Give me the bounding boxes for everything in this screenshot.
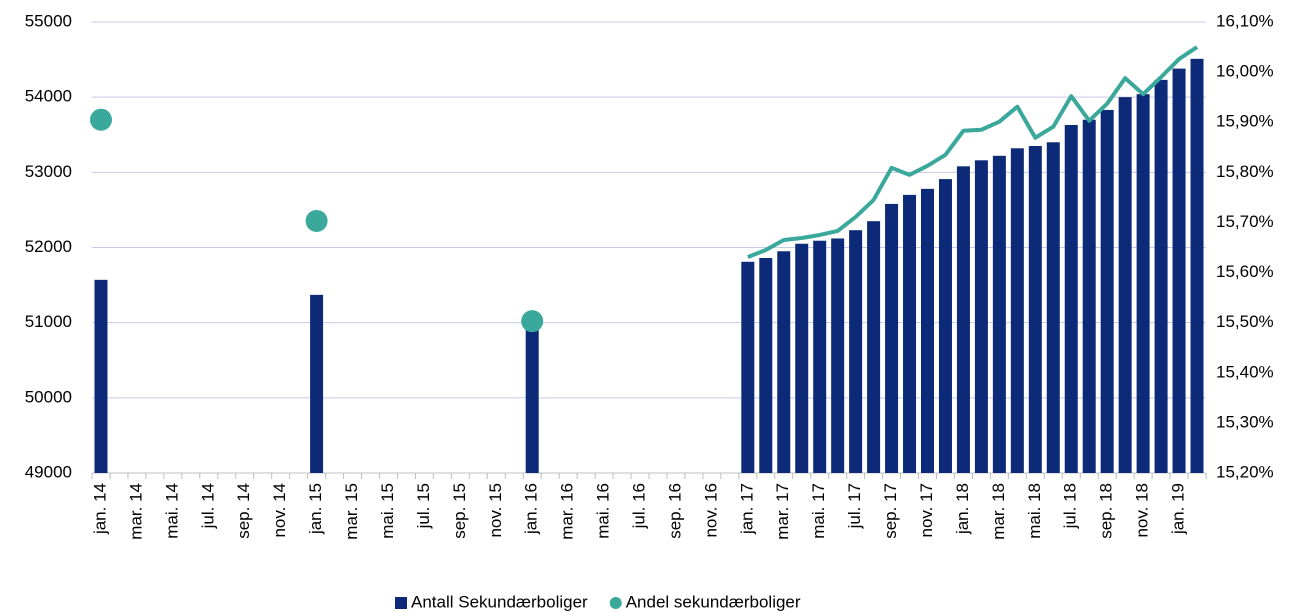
bar	[867, 221, 881, 473]
x-tick-label: jul. 14	[198, 483, 217, 529]
x-tick-label: jan. 15	[306, 483, 325, 535]
bar	[795, 243, 809, 473]
y2-tick-label: 16,10%	[1216, 11, 1274, 30]
y-tick-label: 52000	[25, 237, 72, 256]
bar	[831, 238, 845, 473]
y-tick-label: 54000	[25, 87, 72, 106]
y2-tick-label: 15,20%	[1216, 462, 1274, 481]
x-tick-label: mar. 18	[989, 483, 1008, 540]
x-tick-label: jan. 19	[1169, 483, 1188, 535]
bar	[974, 160, 988, 473]
bar	[921, 188, 934, 473]
y2-tick-label: 15,40%	[1216, 362, 1274, 381]
legend-swatch	[395, 597, 407, 609]
x-tick-label: jul. 18	[1061, 483, 1080, 529]
legend-label: Antall Sekundærboliger	[411, 592, 588, 611]
x-tick-label: sep. 15	[450, 483, 469, 539]
x-tick-label: mai. 14	[162, 483, 181, 539]
y2-tick-label: 15,80%	[1216, 162, 1274, 181]
bar	[1136, 94, 1150, 473]
bar	[813, 240, 827, 473]
x-tick-label: jul. 17	[845, 483, 864, 529]
x-tick-label: jan. 17	[737, 483, 756, 535]
bar	[1046, 142, 1060, 473]
bar	[992, 155, 1006, 473]
bar	[849, 230, 863, 473]
bar	[1172, 68, 1186, 473]
x-tick-label: mar. 16	[558, 483, 577, 540]
bar	[525, 326, 539, 473]
y-tick-label: 49000	[25, 462, 72, 481]
y-tick-label: 55000	[25, 11, 72, 30]
legend-label: Andel sekundærboliger	[626, 592, 801, 611]
y2-tick-label: 15,90%	[1216, 112, 1274, 131]
marker	[521, 310, 544, 333]
x-tick-label: sep. 18	[1097, 483, 1116, 539]
bar	[938, 179, 952, 473]
y2-tick-label: 15,50%	[1216, 312, 1274, 331]
y2-tick-label: 16,00%	[1216, 62, 1274, 81]
x-tick-label: nov. 18	[1133, 483, 1152, 538]
bar	[1082, 119, 1096, 473]
x-tick-label: jan. 16	[522, 483, 541, 535]
bar	[885, 203, 899, 474]
y2-tick-label: 15,70%	[1216, 212, 1274, 231]
x-tick-label: jul. 15	[414, 483, 433, 529]
x-tick-label: jan. 18	[953, 483, 972, 535]
marker	[305, 209, 328, 232]
x-tick-label: mar. 15	[342, 483, 361, 540]
line	[747, 45, 1199, 259]
bar	[1154, 79, 1168, 474]
x-tick-label: mai. 17	[809, 483, 828, 539]
bar	[1118, 97, 1132, 474]
bar	[1028, 146, 1042, 473]
x-tick-label: nov. 16	[701, 483, 720, 538]
x-tick-label: nov. 17	[917, 483, 936, 538]
y2-tick-label: 15,30%	[1216, 412, 1274, 431]
y-tick-label: 51000	[25, 312, 72, 331]
bar	[1064, 124, 1078, 473]
legend-swatch	[609, 597, 622, 609]
bar	[956, 166, 970, 473]
bar	[777, 251, 791, 473]
x-tick-label: nov. 15	[486, 483, 505, 538]
bar	[94, 279, 108, 473]
x-tick-label: sep. 14	[234, 483, 253, 539]
x-tick-label: mar. 17	[773, 483, 792, 540]
x-tick-label: jan. 14	[90, 483, 109, 535]
marker	[89, 108, 112, 131]
x-tick-label: mai. 15	[378, 483, 397, 539]
bar	[1190, 58, 1204, 473]
x-tick-label: jul. 16	[630, 483, 649, 529]
x-tick-label: mai. 18	[1025, 483, 1044, 539]
bar	[310, 294, 324, 473]
x-tick-label: mai. 16	[594, 483, 613, 539]
bar	[1100, 109, 1114, 473]
x-tick-label: nov. 14	[270, 483, 289, 538]
x-tick-label: mar. 14	[126, 483, 145, 540]
bar	[759, 258, 773, 473]
bar	[741, 261, 755, 473]
x-tick-label: sep. 16	[665, 483, 684, 539]
x-tick-label: sep. 17	[881, 483, 900, 539]
y-tick-label: 50000	[25, 387, 72, 406]
y2-tick-label: 15,60%	[1216, 262, 1274, 281]
y-tick-label: 53000	[25, 162, 72, 181]
bar	[903, 194, 917, 473]
bar	[1010, 148, 1024, 473]
